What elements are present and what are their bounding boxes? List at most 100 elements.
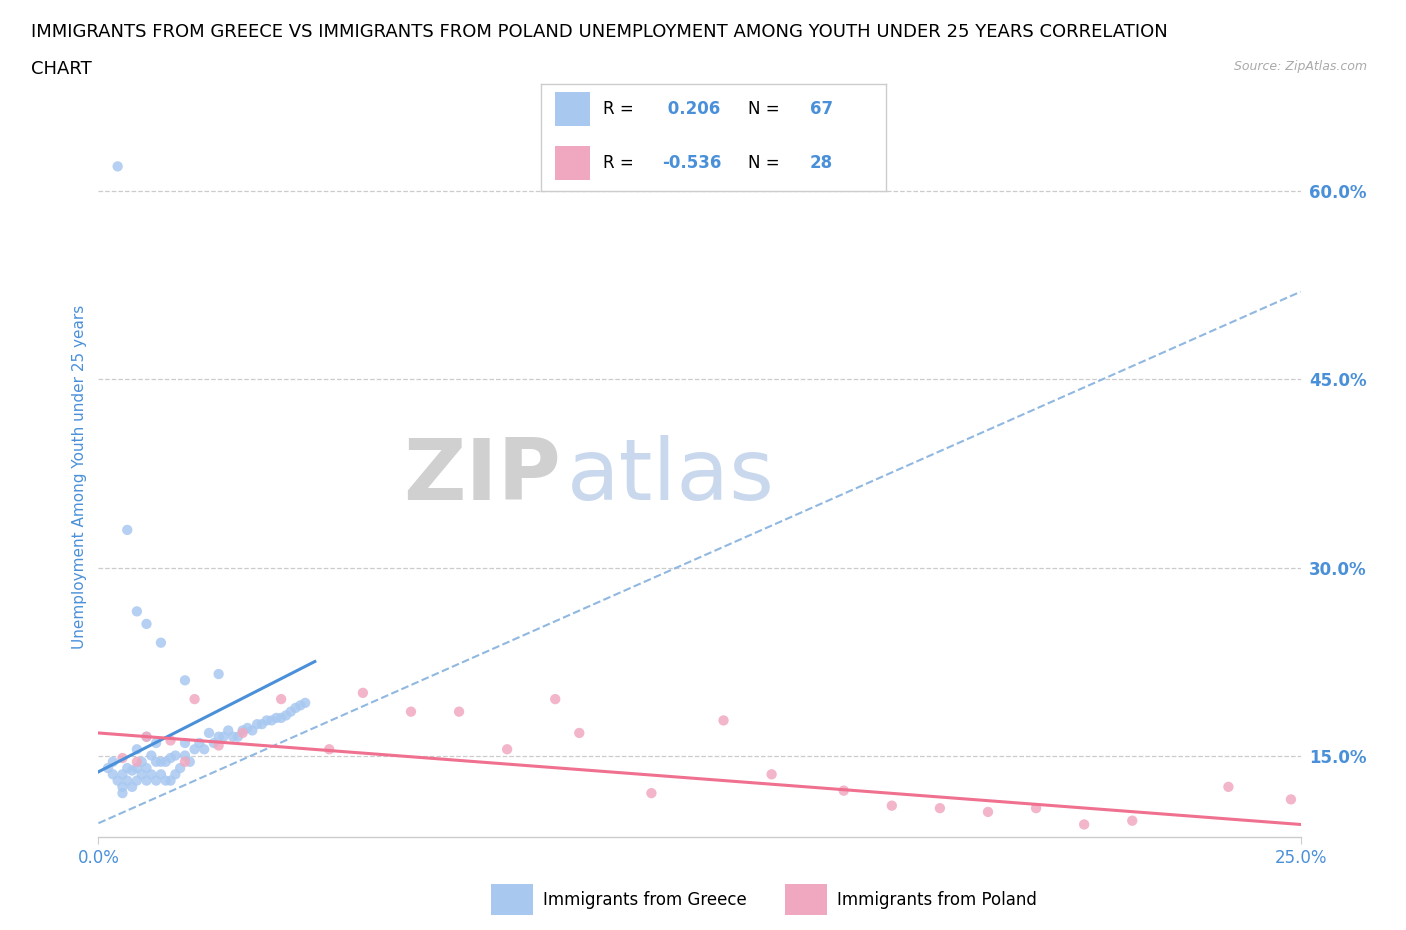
Point — [121, 779, 143, 794]
Point — [256, 713, 278, 728]
Point — [131, 754, 153, 769]
Text: 0.206: 0.206 — [662, 100, 720, 118]
Point — [208, 667, 231, 682]
Point — [226, 729, 249, 744]
Point — [246, 717, 269, 732]
Point — [101, 754, 124, 769]
Point — [270, 711, 292, 725]
Point — [107, 159, 129, 174]
Text: 67: 67 — [810, 100, 834, 118]
Point — [294, 696, 316, 711]
Point — [125, 761, 148, 776]
Text: Source: ZipAtlas.com: Source: ZipAtlas.com — [1233, 60, 1367, 73]
Point — [761, 767, 783, 782]
Point — [149, 754, 172, 769]
Point — [159, 773, 181, 788]
Point — [496, 742, 519, 757]
Text: R =: R = — [603, 100, 640, 118]
Point — [145, 736, 167, 751]
Point — [222, 729, 245, 744]
Point — [174, 736, 197, 751]
Point — [1025, 801, 1047, 816]
Point — [274, 708, 297, 723]
Text: N =: N = — [748, 100, 785, 118]
Point — [1073, 817, 1095, 832]
Text: ZIP: ZIP — [404, 435, 561, 518]
Point — [928, 801, 950, 816]
Point — [880, 798, 903, 813]
Point — [179, 754, 201, 769]
Point — [117, 761, 139, 776]
Y-axis label: Unemployment Among Youth under 25 years: Unemployment Among Youth under 25 years — [72, 304, 87, 649]
Point — [260, 713, 283, 728]
Point — [125, 773, 148, 788]
Bar — [785, 884, 827, 915]
Point — [568, 725, 591, 740]
Point — [101, 767, 124, 782]
Point — [1218, 779, 1240, 794]
Point — [280, 704, 302, 719]
Point — [290, 698, 312, 712]
Point — [1121, 813, 1143, 828]
Point — [117, 523, 139, 538]
Point — [135, 773, 157, 788]
Text: N =: N = — [748, 153, 785, 172]
Point — [977, 804, 1000, 819]
Bar — [555, 92, 589, 126]
Point — [125, 604, 148, 618]
Point — [165, 748, 187, 763]
Text: -0.536: -0.536 — [662, 153, 721, 172]
Point — [125, 754, 148, 769]
Point — [135, 761, 157, 776]
Point — [169, 761, 191, 776]
Bar — [555, 146, 589, 180]
Point — [217, 723, 239, 737]
Point — [193, 742, 215, 757]
Point — [131, 767, 153, 782]
Point — [188, 736, 211, 751]
Text: Immigrants from Poland: Immigrants from Poland — [837, 891, 1038, 909]
Bar — [491, 884, 533, 915]
Point — [447, 704, 470, 719]
Point — [155, 754, 177, 769]
Point — [111, 779, 134, 794]
Point — [232, 725, 254, 740]
Point — [640, 786, 662, 801]
Point — [107, 773, 129, 788]
Point — [208, 729, 231, 744]
Point — [159, 733, 181, 748]
Text: R =: R = — [603, 153, 640, 172]
Point — [318, 742, 340, 757]
Point — [240, 723, 263, 737]
Point — [198, 725, 221, 740]
Point — [232, 723, 254, 737]
Point — [149, 635, 172, 650]
Point — [145, 773, 167, 788]
Point — [135, 617, 157, 631]
Point — [270, 692, 292, 707]
Point — [544, 692, 567, 707]
Point — [399, 704, 422, 719]
Point — [236, 721, 259, 736]
Point — [713, 713, 735, 728]
Point — [284, 700, 307, 715]
Point — [111, 767, 134, 782]
Text: 28: 28 — [810, 153, 834, 172]
Point — [208, 738, 231, 753]
Point — [183, 742, 205, 757]
Point — [141, 748, 163, 763]
Text: IMMIGRANTS FROM GREECE VS IMMIGRANTS FROM POLAND UNEMPLOYMENT AMONG YOUTH UNDER : IMMIGRANTS FROM GREECE VS IMMIGRANTS FRO… — [31, 23, 1167, 41]
Point — [174, 673, 197, 688]
Point — [111, 786, 134, 801]
Text: atlas: atlas — [567, 435, 775, 518]
Point — [159, 751, 181, 765]
Point — [149, 767, 172, 782]
Point — [117, 773, 139, 788]
Point — [121, 764, 143, 778]
Point — [266, 711, 288, 725]
Text: Immigrants from Greece: Immigrants from Greece — [543, 891, 747, 909]
Text: CHART: CHART — [31, 60, 91, 78]
Point — [174, 748, 197, 763]
Point — [202, 736, 225, 751]
Point — [165, 767, 187, 782]
